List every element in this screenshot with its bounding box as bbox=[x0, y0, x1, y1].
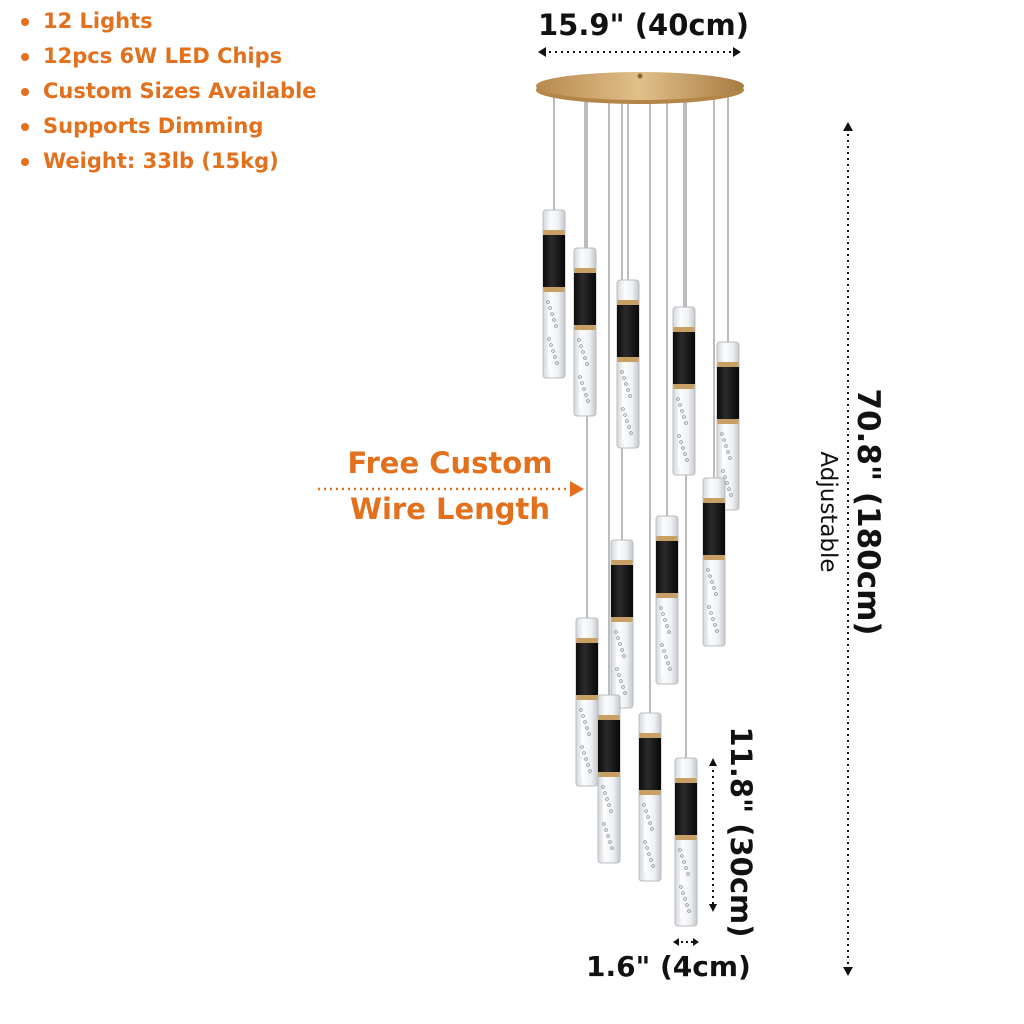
pendant-tube bbox=[597, 694, 621, 864]
canopy-width-label: 15.9" (40cm) bbox=[538, 8, 750, 42]
pendant-lights bbox=[542, 209, 740, 927]
feature-list: 12 Lights 12pcs 6W LED Chips Custom Size… bbox=[18, 6, 317, 181]
bullet-icon bbox=[21, 158, 29, 166]
tube-diameter-label: 1.6" (4cm) bbox=[586, 950, 751, 983]
tube-length-label: 11.8" (30cm) bbox=[724, 726, 758, 938]
ceiling-canopy bbox=[536, 72, 744, 104]
adjustable-label: Adjustable bbox=[815, 451, 841, 573]
overall-height-label: 70.8" (180cm) bbox=[850, 388, 886, 636]
custom-wire-callout-line1: Free Custom bbox=[347, 446, 553, 480]
bullet-icon bbox=[21, 123, 29, 131]
pendant-tube bbox=[610, 539, 634, 709]
feature-item: Supports Dimming bbox=[18, 111, 317, 146]
pendant-tube bbox=[573, 247, 597, 417]
suspension-wires bbox=[553, 96, 729, 758]
dimension-lines bbox=[538, 47, 853, 976]
custom-wire-callout-line2: Wire Length bbox=[349, 492, 551, 526]
feature-item: 12pcs 6W LED Chips bbox=[18, 41, 317, 76]
pendant-tube bbox=[542, 209, 566, 379]
feature-item: 12 Lights bbox=[18, 6, 317, 41]
pendant-tube bbox=[616, 279, 640, 449]
pendant-tube bbox=[655, 515, 679, 685]
callout-arrow bbox=[318, 481, 584, 497]
pendant-tube bbox=[575, 617, 599, 787]
pendant-tube bbox=[674, 757, 698, 927]
pendant-tube bbox=[638, 712, 662, 882]
pendant-tube bbox=[716, 341, 740, 511]
pendant-tube bbox=[672, 306, 696, 476]
feature-item: Custom Sizes Available bbox=[18, 76, 317, 111]
bullet-icon bbox=[21, 18, 29, 26]
pendant-tube bbox=[702, 477, 726, 647]
bullet-icon bbox=[21, 88, 29, 96]
bullet-icon bbox=[21, 53, 29, 61]
feature-item: Weight: 33lb (15kg) bbox=[18, 146, 317, 181]
